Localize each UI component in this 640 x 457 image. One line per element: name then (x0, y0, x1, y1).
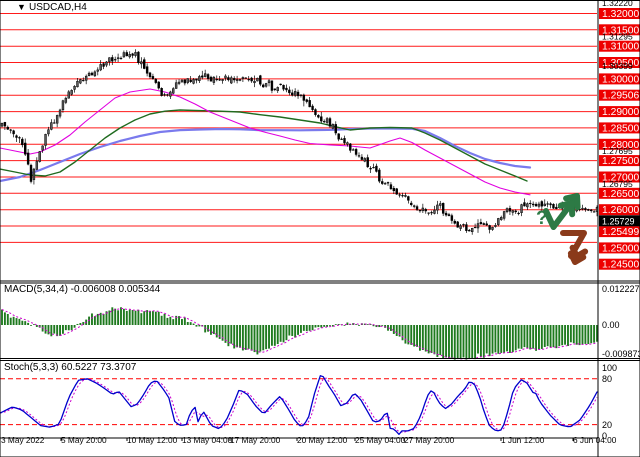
svg-text:1.26000: 1.26000 (602, 205, 639, 216)
svg-text:3 May 2022: 3 May 2022 (1, 435, 45, 445)
svg-text:USDCAD,H4: USDCAD,H4 (29, 2, 87, 13)
svg-text:1.26500: 1.26500 (602, 189, 639, 200)
svg-text:0.00: 0.00 (602, 320, 620, 330)
svg-text:1.25499: 1.25499 (602, 227, 639, 238)
svg-text:10 May 12:00: 10 May 12:00 (127, 435, 178, 445)
svg-text:17 May 20:00: 17 May 20:00 (230, 435, 281, 445)
svg-text:1.25729: 1.25729 (602, 216, 635, 226)
svg-text:1.27500: 1.27500 (602, 156, 639, 167)
svg-text:80: 80 (602, 374, 612, 384)
svg-text:1.30000: 1.30000 (602, 74, 639, 85)
svg-text:1 Jun 12:00: 1 Jun 12:00 (501, 435, 545, 445)
svg-text:20 May 12:00: 20 May 12:00 (297, 435, 348, 445)
svg-text:13 May 04:00: 13 May 04:00 (182, 435, 233, 445)
svg-text:1.25000: 1.25000 (602, 243, 639, 254)
svg-text:MACD(5,34,4) -0.006008 0.00534: MACD(5,34,4) -0.006008 0.005344 (4, 284, 161, 295)
svg-text:1.28500: 1.28500 (602, 123, 639, 134)
svg-text:1.30399: 1.30399 (602, 61, 633, 71)
svg-text:-0.009873: -0.009873 (602, 349, 640, 359)
svg-text:1.27695: 1.27695 (602, 146, 633, 156)
svg-text:1.29506: 1.29506 (602, 91, 639, 102)
svg-text:100: 100 (602, 363, 617, 373)
svg-text:27 May 20:00: 27 May 20:00 (404, 435, 455, 445)
svg-text:5 May 20:00: 5 May 20:00 (61, 435, 107, 445)
svg-text:1.24500: 1.24500 (602, 260, 639, 271)
svg-text:Stoch(5,3,3) 60.5227 73.3707: Stoch(5,3,3) 60.5227 73.3707 (4, 362, 137, 373)
svg-text:1.29000: 1.29000 (602, 107, 639, 118)
svg-text:1.31295: 1.31295 (602, 32, 633, 42)
svg-text:20: 20 (602, 420, 612, 430)
svg-text:1.32220: 1.32220 (602, 0, 633, 8)
svg-text:▼: ▼ (17, 2, 26, 12)
svg-text:0.012227: 0.012227 (602, 284, 640, 294)
svg-text:25 May 04:00: 25 May 04:00 (355, 435, 406, 445)
svg-text:1.31000: 1.31000 (602, 42, 639, 53)
svg-text:0: 0 (602, 431, 607, 441)
svg-text:1.32000: 1.32000 (602, 9, 639, 20)
svg-text:6 Jun 04:00: 6 Jun 04:00 (573, 435, 617, 445)
svg-text:1.26795: 1.26795 (602, 179, 633, 189)
